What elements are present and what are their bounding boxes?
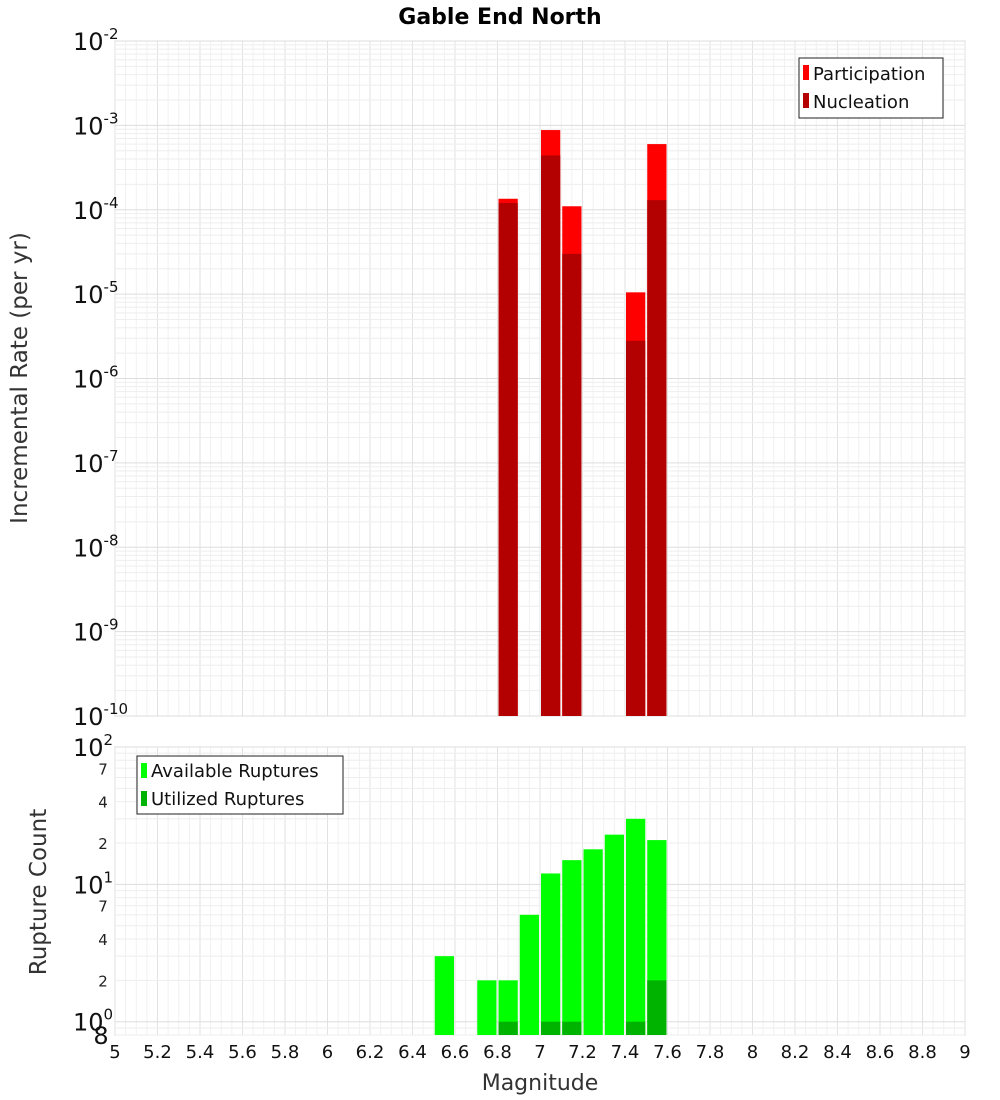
top-y-tick-label: 10-8 <box>73 531 119 562</box>
top-gridlines <box>114 40 966 717</box>
legend-swatch-utilized-ruptures <box>141 791 147 806</box>
bottom-bar-available-ruptures <box>626 818 646 1035</box>
top-y-tick-label: 10-6 <box>73 363 119 394</box>
bottom-bar-available-ruptures <box>562 860 582 1035</box>
top-legend-box <box>798 57 944 119</box>
x-tick-label: 6 <box>322 1042 333 1063</box>
top-y-tick-label: 10-2 <box>73 25 119 56</box>
legend-swatch-nucleation <box>803 93 809 108</box>
top-bar-nucleation <box>541 155 561 716</box>
legend-label-available-ruptures: Available Ruptures <box>151 761 319 782</box>
bottom-bar-available-ruptures <box>604 834 624 1035</box>
x-tick-label: 8.8 <box>908 1042 937 1063</box>
bottom-bar-utilized-ruptures <box>647 980 667 1035</box>
bottom-bar-available-ruptures <box>583 849 603 1035</box>
x-tick-label: 8.4 <box>823 1042 852 1063</box>
bottom-bar-available-ruptures <box>434 956 454 1035</box>
legend-swatch-available-ruptures <box>141 763 147 778</box>
x-tick-label: 6.6 <box>441 1042 470 1063</box>
bottom-bar-utilized-ruptures <box>562 1021 582 1035</box>
top-y-tick-label: 10-7 <box>73 447 119 478</box>
x-tick-label: 6.8 <box>483 1042 512 1063</box>
bottom-y-axis-label: Rupture Count <box>26 809 52 975</box>
top-bar-nucleation <box>626 340 646 716</box>
x-tick-label: 7.8 <box>696 1042 725 1063</box>
x-tick-label: 7.4 <box>611 1042 640 1063</box>
bottom-y-minor-tick-label: 7 <box>98 898 108 916</box>
x-tick-label: 7 <box>534 1042 545 1063</box>
top-y-axis-label: Incremental Rate (per yr) <box>7 232 33 524</box>
bottom-bar-available-ruptures <box>498 980 518 1035</box>
x-tick-label: 5 <box>109 1042 120 1063</box>
bottom-bar-available-ruptures <box>541 873 561 1035</box>
bottom-panel: 102 101 100 7 4 2 7 4 2 8 5 5.2 5.4 5.6 5.8 6 6.2 6.4 6.6… <box>26 731 971 1096</box>
x-tick-label: 7.2 <box>568 1042 597 1063</box>
top-y-tick-label: 10-9 <box>73 616 119 647</box>
bottom-legend-box <box>136 755 344 815</box>
bottom-bar-utilized-ruptures <box>498 1021 518 1035</box>
top-y-tick-label: 10-10 <box>73 700 128 731</box>
x-tick-label: 8 <box>747 1042 758 1063</box>
top-y-tick-label: 10-4 <box>73 194 119 225</box>
top-bars <box>498 130 667 717</box>
bottom-y-tick-label: 101 <box>73 868 113 899</box>
x-tick-label: 6.2 <box>356 1042 385 1063</box>
top-y-tick-label: 10-3 <box>73 109 119 140</box>
bottom-legend: Available Ruptures Utilized Ruptures <box>136 755 344 815</box>
top-bar-nucleation <box>562 253 582 716</box>
x-tick-label: 5.8 <box>271 1042 300 1063</box>
x-tick-label: 8.6 <box>866 1042 895 1063</box>
top-panel: 10-2 10-3 10-4 10-5 10-6 10-7 10-8 10-9 10-10 In… <box>7 25 966 731</box>
bottom-bar-utilized-ruptures <box>626 1021 646 1035</box>
x-tick-label: 7.6 <box>653 1042 682 1063</box>
bottom-y-tick-label: 100 <box>73 1006 113 1037</box>
bottom-y-minor-tick-label: 7 <box>98 760 108 778</box>
bottom-y-tick-labels: 102 101 100 7 4 2 7 4 2 8 <box>73 731 113 1050</box>
bottom-y-minor-tick-label: 2 <box>98 835 108 853</box>
x-tick-label: 5.4 <box>186 1042 215 1063</box>
bottom-bars <box>434 818 667 1035</box>
x-tick-label: 5.2 <box>143 1042 172 1063</box>
chart-title: Gable End North <box>398 5 601 30</box>
x-tick-label: 5.6 <box>228 1042 257 1063</box>
legend-swatch-participation <box>803 65 809 80</box>
legend-label-utilized-ruptures: Utilized Ruptures <box>151 789 304 810</box>
top-y-tick-label: 10-5 <box>73 278 119 309</box>
x-tick-labels: 5 5.2 5.4 5.6 5.8 6 6.2 6.4 6.6 6.8 7 7.2 7.4 7.6 7.8 8… <box>109 1042 970 1063</box>
x-tick-label: 9 <box>959 1042 970 1063</box>
bottom-y-minor-tick-label: 4 <box>98 931 108 949</box>
bottom-y-minor-tick-label: 2 <box>98 972 108 990</box>
legend-label-participation: Participation <box>813 64 925 85</box>
bottom-bar-available-ruptures <box>477 980 497 1035</box>
top-legend: Participation Nucleation <box>798 57 944 119</box>
top-bar-nucleation <box>498 203 518 716</box>
top-y-tick-labels: 10-2 10-3 10-4 10-5 10-6 10-7 10-8 10-9 10-10 <box>73 25 128 731</box>
x-tick-label: 8.2 <box>781 1042 810 1063</box>
bottom-bar-utilized-ruptures <box>541 1021 561 1035</box>
bottom-y-minor-tick-label: 8 <box>93 1022 108 1050</box>
x-axis-label: Magnitude <box>482 1071 599 1096</box>
bottom-y-minor-tick-label: 4 <box>98 794 108 812</box>
bottom-bar-available-ruptures <box>519 914 539 1035</box>
legend-label-nucleation: Nucleation <box>813 92 909 113</box>
bottom-y-tick-label: 102 <box>73 731 113 762</box>
x-tick-label: 6.4 <box>398 1042 427 1063</box>
top-bar-nucleation <box>647 200 667 716</box>
